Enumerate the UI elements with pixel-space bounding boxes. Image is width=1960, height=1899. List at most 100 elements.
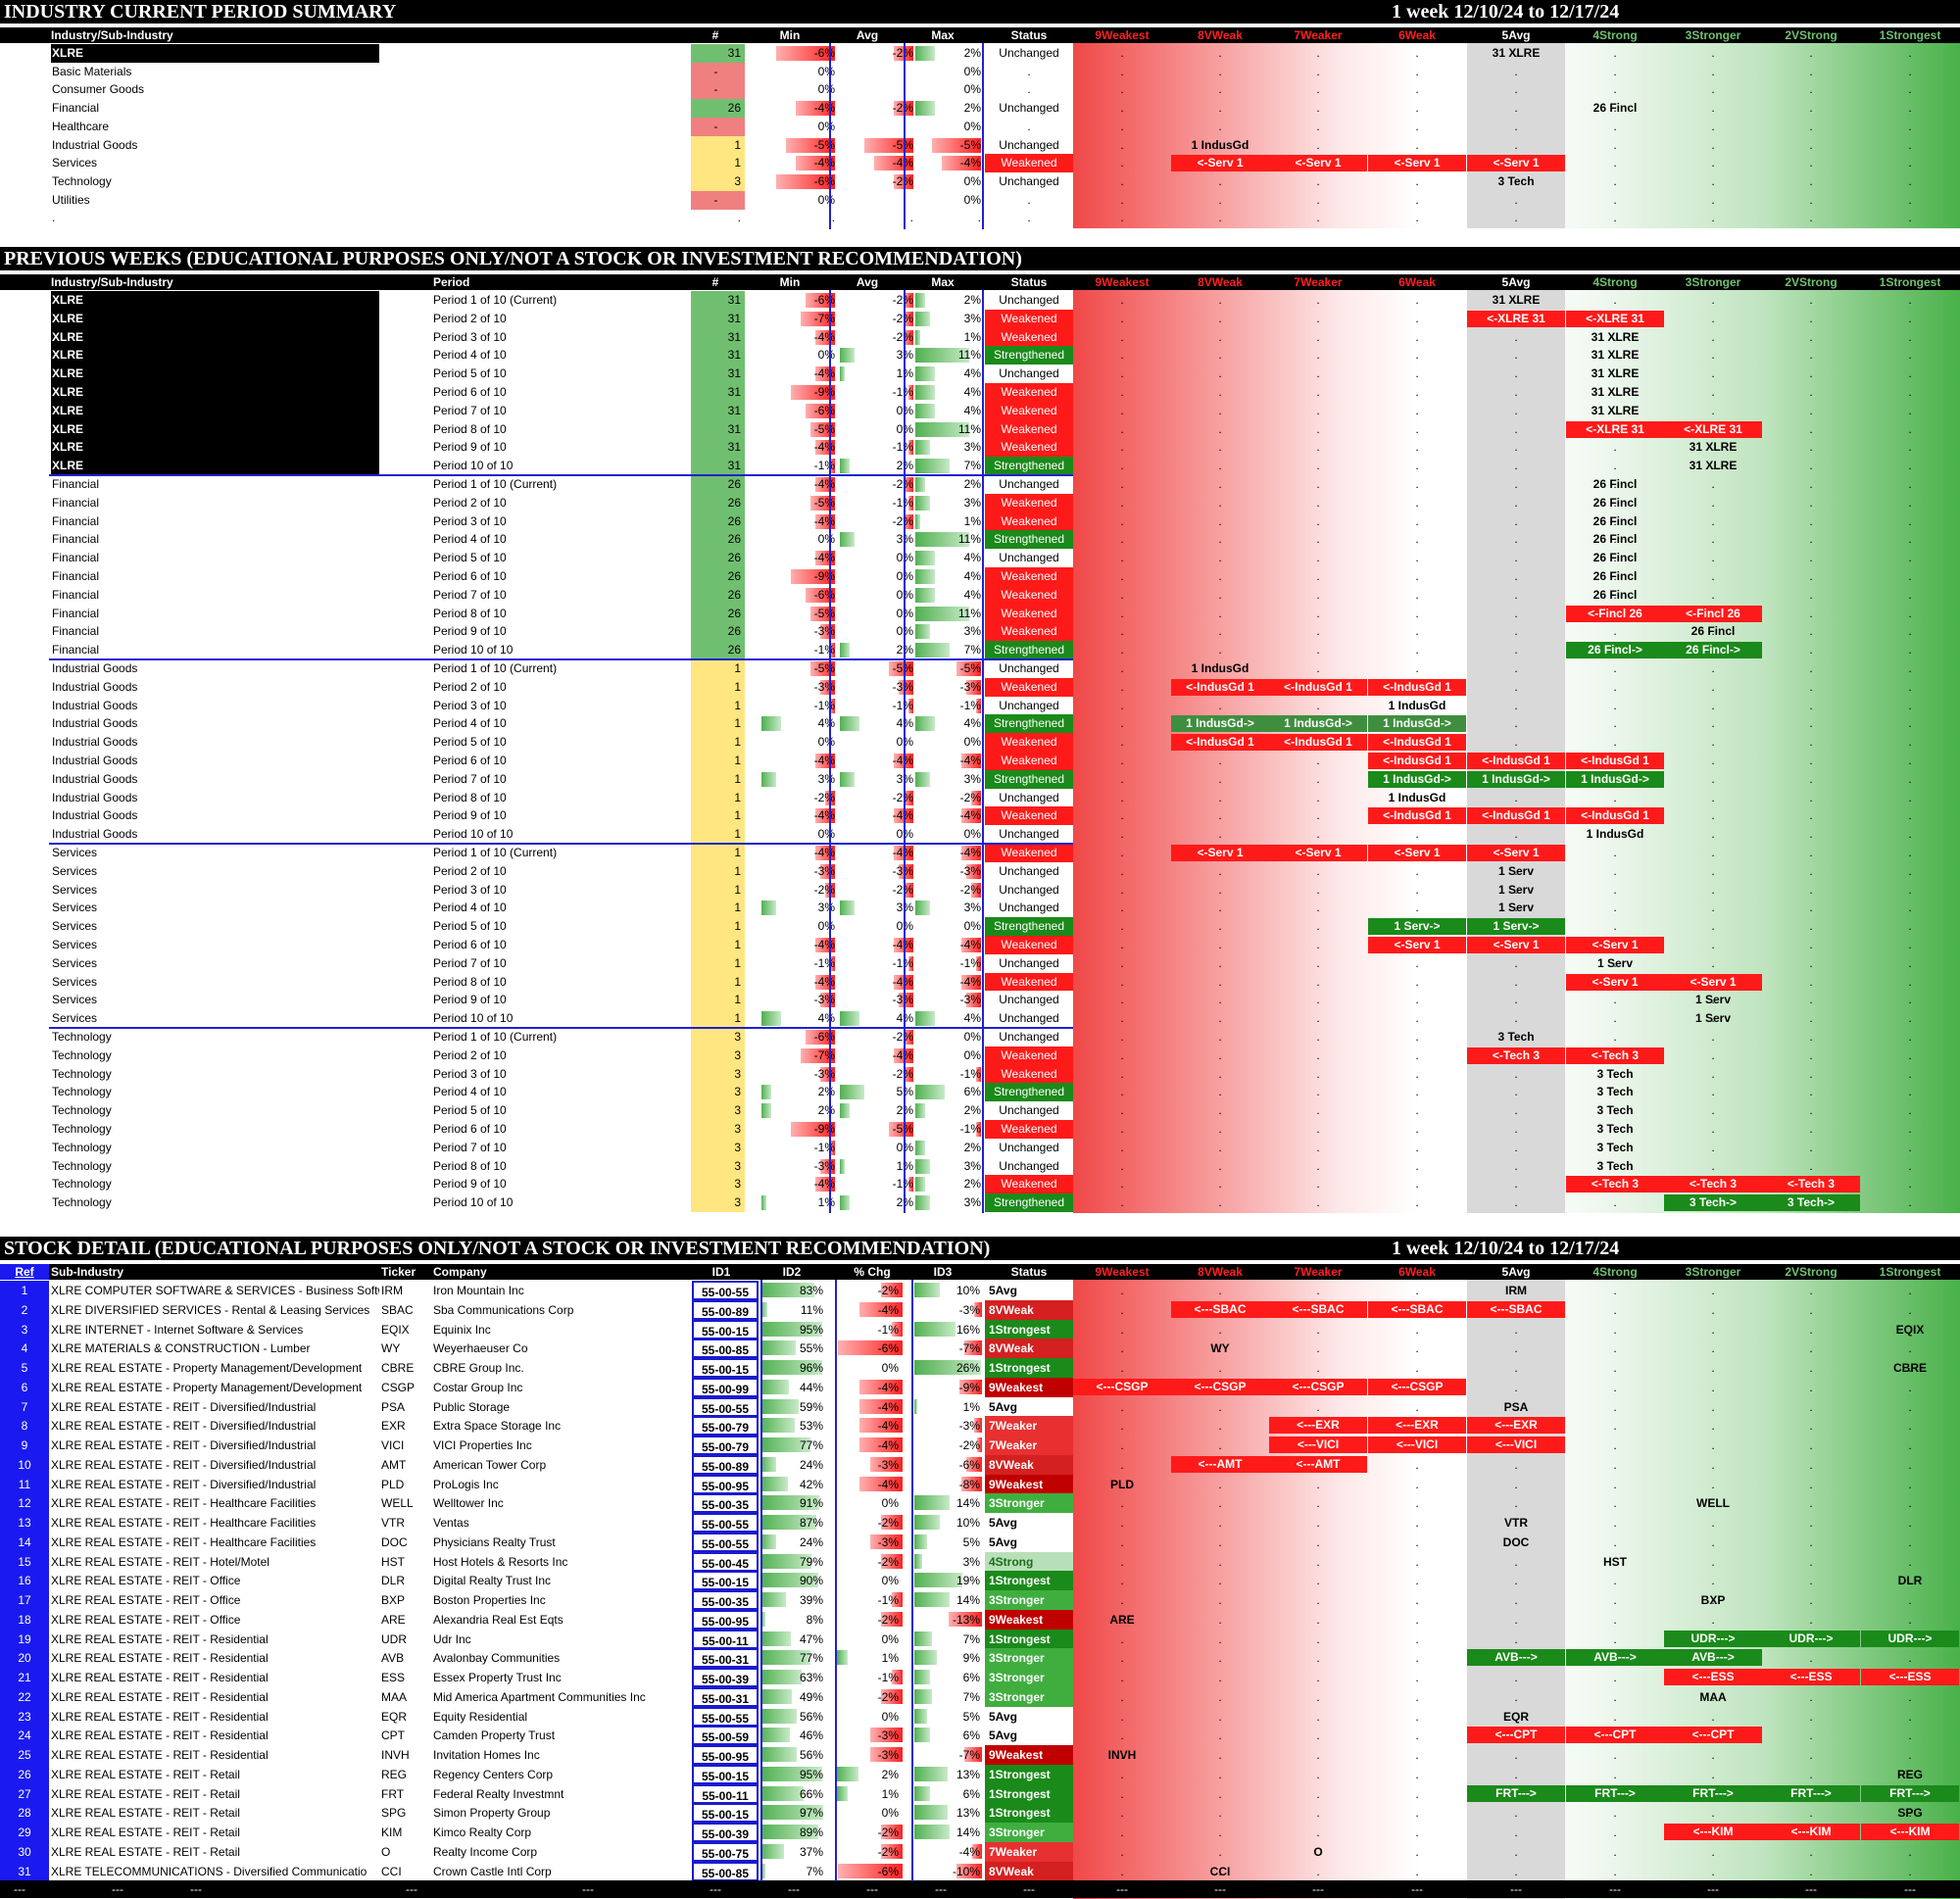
empty-level-marker: . — [1316, 64, 1320, 78]
value-bar — [889, 1122, 913, 1137]
id2-bar — [760, 1592, 786, 1607]
empty-level-marker: . — [1316, 137, 1320, 152]
period-value: 6% — [963, 1085, 981, 1099]
stock-ref[interactable]: 8 — [0, 1416, 49, 1436]
empty-level-marker: . — [1809, 348, 1813, 363]
empty-level-marker: . — [1908, 329, 1912, 344]
empty-level-marker: . — [1908, 532, 1912, 547]
empty-level-marker: . — [1120, 1554, 1124, 1569]
stock-ref[interactable]: 29 — [0, 1823, 49, 1842]
industry-name: Basic Materials — [52, 64, 132, 78]
stock-ref[interactable]: 30 — [0, 1841, 49, 1862]
stock-ref[interactable]: 21 — [0, 1668, 49, 1687]
period-status: Strengthened — [985, 769, 1073, 789]
empty-level-marker: . — [1514, 1284, 1518, 1297]
empty-level-marker: . — [1613, 1322, 1617, 1337]
industry-name: Industrial Goods — [52, 679, 138, 694]
empty-level-marker: . — [1809, 1593, 1813, 1607]
period-value: -1% — [839, 438, 915, 457]
empty-level-marker: . — [1514, 1864, 1518, 1878]
stock-ticker: UDR — [381, 1631, 407, 1646]
stock-ref[interactable]: 14 — [0, 1532, 49, 1552]
stock-ref[interactable]: 28 — [0, 1803, 49, 1824]
level-label: ARE — [1109, 1612, 1135, 1627]
col-ref[interactable]: Ref — [0, 1264, 49, 1280]
empty-level-marker: . — [1613, 882, 1617, 897]
period-value: -2% — [839, 475, 915, 494]
empty-level-marker: . — [1809, 808, 1813, 823]
period-value: -9% — [813, 1122, 835, 1136]
stock-ref[interactable]: 7 — [0, 1396, 49, 1417]
empty-level-marker: . — [1613, 46, 1617, 60]
stock-id1: 55-00-55 — [692, 1706, 759, 1727]
stock-id1: 55-00-89 — [692, 1299, 759, 1320]
stock-ref[interactable]: 13 — [0, 1513, 49, 1533]
level-header: 6Weak — [1398, 28, 1436, 42]
empty-level-marker: . — [1711, 385, 1715, 399]
stock-ref[interactable]: 11 — [0, 1474, 49, 1494]
stock-ref[interactable]: 17 — [0, 1590, 49, 1610]
empty-level-marker: . — [1613, 211, 1617, 225]
stock-ref[interactable]: 24 — [0, 1726, 49, 1746]
level-movement-marker: <---AMT — [1171, 1455, 1269, 1473]
value-bar — [840, 643, 850, 658]
empty-level-marker: . — [1613, 716, 1617, 731]
change-bar — [870, 1456, 903, 1472]
empty-level-marker: . — [1613, 1574, 1617, 1588]
stock-ref[interactable]: 22 — [0, 1686, 49, 1707]
period-label: Period 2 of 10 — [433, 311, 507, 325]
stock-grade: 5Avg — [985, 1281, 1073, 1300]
stock-ref[interactable]: 18 — [0, 1609, 49, 1630]
period-value: -3% — [839, 678, 915, 697]
stock-company: Host Hotels & Resorts Inc — [433, 1554, 568, 1569]
stock-ref[interactable]: 5 — [0, 1358, 49, 1378]
empty-level-marker: . — [1415, 1103, 1419, 1118]
empty-level-marker: . — [1316, 1030, 1320, 1044]
stock-ref[interactable]: 1 — [0, 1281, 49, 1300]
level-movement-marker: <-Tech 3 — [1664, 1176, 1762, 1193]
stock-ref[interactable]: 20 — [0, 1648, 49, 1669]
stock-ref[interactable]: 3 — [0, 1319, 49, 1339]
stock-ref[interactable]: 26 — [0, 1764, 49, 1784]
empty-level-marker: . — [1809, 1380, 1813, 1394]
stock-ref[interactable]: 25 — [0, 1745, 49, 1765]
period-value: 3% — [963, 440, 981, 455]
stock-ref[interactable]: 15 — [0, 1551, 49, 1572]
stock-pct-change: -4% — [877, 1438, 899, 1452]
stock-ref[interactable]: 9 — [0, 1436, 49, 1455]
stock-ticker: VTR — [381, 1516, 405, 1530]
stock-row: 4 XLRE MATERIALS & CONSTRUCTION - Lumber W… — [0, 1339, 1960, 1359]
empty-level-marker: . — [1514, 679, 1518, 694]
stock-company: Federal Realty Investmnt — [433, 1786, 564, 1801]
stock-ref[interactable]: 27 — [0, 1783, 49, 1804]
stock-ref[interactable]: 10 — [0, 1454, 49, 1475]
value-bar — [966, 993, 981, 1008]
industry-count: 1 — [691, 844, 745, 862]
empty-level-marker: . — [1908, 569, 1912, 583]
value-bar — [820, 679, 835, 695]
stock-grade: 3Stronger — [985, 1590, 1073, 1610]
empty-level-marker: . — [1120, 716, 1124, 731]
stock-ref[interactable]: 16 — [0, 1571, 49, 1591]
empty-level-marker: . — [1218, 101, 1222, 116]
id2-bar — [760, 1611, 766, 1627]
empty-level-marker: . — [1908, 679, 1912, 694]
stock-company: Realty Income Corp — [433, 1844, 538, 1859]
empty-level-marker: . — [1120, 735, 1124, 750]
stock-id3: 6% — [962, 1786, 980, 1801]
stock-ref[interactable]: 4 — [0, 1339, 49, 1359]
stock-ref[interactable]: 12 — [0, 1493, 49, 1514]
value-bar — [915, 440, 930, 456]
empty-level-marker: . — [1613, 1457, 1617, 1472]
stock-ref[interactable]: 6 — [0, 1377, 49, 1397]
value-bar — [864, 137, 913, 153]
period-status: Weakened — [985, 752, 1073, 770]
stock-ref[interactable]: 31 — [0, 1861, 49, 1881]
stock-ref[interactable]: 23 — [0, 1706, 49, 1727]
empty-level-marker: . — [1613, 1767, 1617, 1781]
stock-ref[interactable]: 2 — [0, 1299, 49, 1320]
level-movement-marker: FRT---> — [1566, 1784, 1664, 1802]
stock-ref[interactable]: 19 — [0, 1629, 49, 1649]
